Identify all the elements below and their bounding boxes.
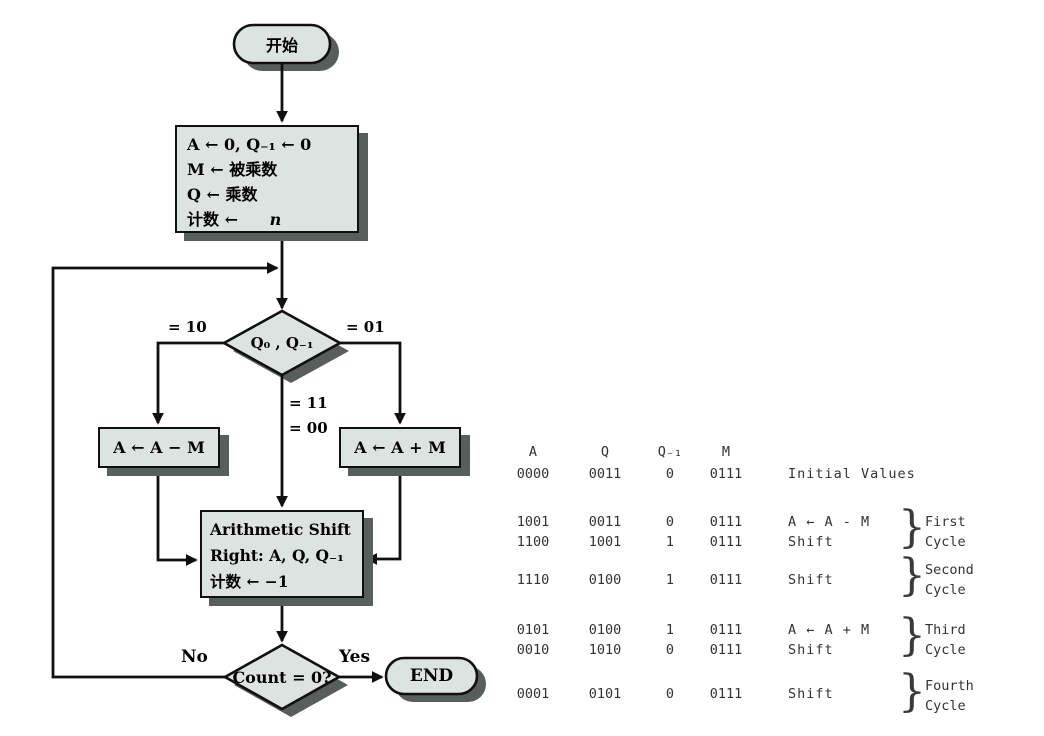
cycle-label: Cycle [925,698,966,714]
start-label: 开始 [265,36,298,55]
cycle-label: Third [925,622,966,638]
count-assign-text: 计数 ← [187,210,238,229]
edge-subbox-to-shift [156,467,198,566]
cell-m: 0111 [709,642,743,658]
shift-line-3: 计数 ← −1 [210,572,289,591]
decision1-diamond [221,309,343,377]
cycle-brace-icon [898,671,920,713]
label-eq11: = 11 [289,394,328,412]
cell-a: 0001 [516,686,550,702]
init-line-1: A ← 0, Q₋₁ ← 0 [187,135,312,154]
cell-a: 1110 [516,572,550,588]
cell-m: 0111 [709,572,743,588]
cell-q: 0101 [588,686,622,702]
cycle-label: First [925,514,966,530]
shift-box: Arithmetic Shift Right: A, Q, Q₋₁ 计数 ← −… [200,510,364,598]
cycle-brace-icon [898,555,920,597]
cell-a: 0000 [516,466,550,482]
end-label: END [409,666,454,686]
cell-a: 0101 [516,622,550,638]
cell-q-minus1: 0 [665,466,675,482]
cycle-brace-icon [898,615,920,657]
cell-q-minus1: 0 [665,686,675,702]
cell-q: 0011 [588,514,622,530]
trace-table: A Q Q₋₁ M 0000 0011 0 0111 Initial Value… [513,0,1044,736]
header-q: Q [600,444,610,460]
cell-q: 0100 [588,622,622,638]
label-eq10: = 10 [168,318,207,336]
label-no: No [181,647,208,667]
cycle-brace-icon [898,507,920,549]
label-eq01: = 01 [346,318,385,336]
flowchart-canvas [51,23,486,717]
end-node [384,656,479,696]
cell-action: Shift [788,572,834,588]
cycle-label: Second [925,562,974,578]
cell-action: Shift [788,534,834,550]
init-line-4: 计数 ← n [187,207,357,232]
decision2-label: Count = 0? [232,667,332,687]
cell-m: 0111 [709,534,743,550]
header-a: A [528,444,538,460]
cell-action: Shift [788,686,834,702]
cell-q-minus1: 1 [665,622,675,638]
cell-a: 1001 [516,514,550,530]
cycle-label: Cycle [925,582,966,598]
edge-decision1-eq01 [340,341,406,425]
cell-q-minus1: 1 [665,534,675,550]
label-yes: Yes [339,647,371,667]
init-box: A ← 0, Q₋₁ ← 0 M ← 被乘数 Q ← 乘数 计数 ← n [175,125,359,233]
cell-a: 0010 [516,642,550,658]
init-line-3: Q ← 乘数 [187,185,258,204]
init-line-2: M ← 被乘数 [187,160,278,179]
cell-q: 1001 [588,534,622,550]
cell-q-minus1: 0 [665,514,675,530]
edge-loopback-no [51,262,279,679]
edge-addbox-to-shift [365,468,402,565]
edge-decision1-eq10 [152,341,224,425]
cell-q: 0100 [588,572,622,588]
cell-action: A ← A + M [788,622,871,638]
cell-q: 1010 [588,642,622,658]
cell-q: 0011 [588,466,622,482]
decision2-diamond [222,643,342,711]
label-eq00: = 00 [289,419,328,437]
add-box: A ← A + M [339,427,461,468]
cell-m: 0111 [709,686,743,702]
cell-a: 1100 [516,534,550,550]
cell-action: A ← A - M [788,514,871,530]
cell-q-minus1: 1 [665,572,675,588]
cycle-label: Cycle [925,642,966,658]
subtract-box: A ← A − M [98,427,220,468]
cell-m: 0111 [709,466,743,482]
header-q-minus1: Q₋₁ [657,444,683,460]
count-n-value: n [269,210,282,229]
cell-action: Shift [788,642,834,658]
decision1-label: Q₀ , Q₋₁ [250,334,314,352]
start-node [232,23,332,65]
cycle-label: Cycle [925,534,966,550]
shift-line-2: Right: A, Q, Q₋₁ [210,546,344,565]
shift-line-1: Arithmetic Shift [210,520,351,539]
cell-m: 0111 [709,622,743,638]
cell-action: Initial Values [788,466,916,482]
header-m: M [721,444,731,460]
cycle-label: Fourth [925,678,974,694]
cell-q-minus1: 0 [665,642,675,658]
cell-m: 0111 [709,514,743,530]
